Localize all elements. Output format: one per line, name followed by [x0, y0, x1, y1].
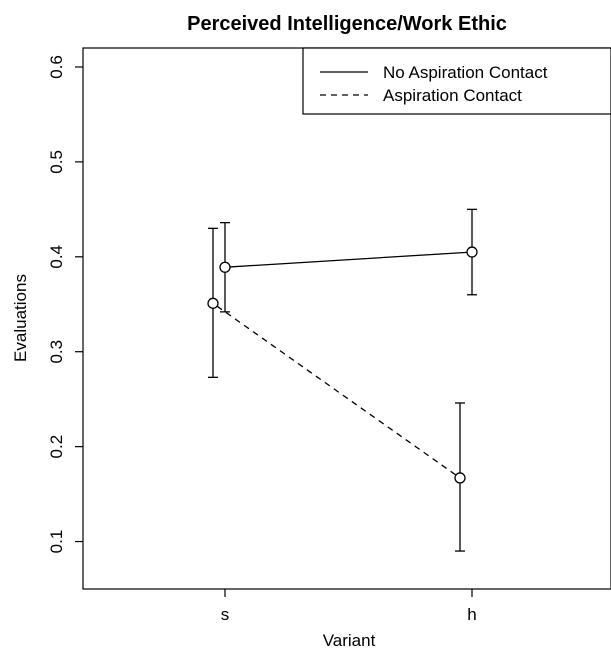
chart-title: Perceived Intelligence/Work Ethic — [187, 13, 507, 35]
series-0 — [219, 208, 478, 313]
series-layer — [207, 208, 478, 552]
data-point — [219, 261, 231, 273]
y-tick-label: 0.5 — [47, 150, 66, 174]
data-point — [207, 297, 219, 309]
y-tick-label: 0.3 — [47, 340, 66, 364]
y-tick-label: 0.1 — [47, 530, 66, 554]
y-axis-label: Evaluations — [11, 274, 30, 362]
legend-label-no-aspiration: No Aspiration Contact — [383, 63, 548, 82]
y-tick-label: 0.6 — [47, 55, 66, 79]
series-line — [229, 251, 468, 268]
x-axis-label: Variant — [323, 631, 376, 650]
plot-frame — [82, 47, 611, 590]
y-axis: 0.1 0.2 0.3 0.4 0.5 0.6 — [47, 55, 83, 553]
x-tick-label: h — [467, 605, 476, 624]
legend: No Aspiration Contact Aspiration Contact — [302, 47, 611, 115]
y-tick-label: 0.4 — [47, 245, 66, 269]
series-line — [216, 305, 457, 476]
x-tick-label: s — [221, 605, 230, 624]
data-point — [466, 246, 478, 258]
y-tick-label: 0.2 — [47, 435, 66, 459]
data-point — [454, 472, 466, 484]
series-1 — [207, 227, 466, 552]
legend-label-aspiration: Aspiration Contact — [383, 86, 522, 105]
legend-box — [302, 47, 611, 115]
